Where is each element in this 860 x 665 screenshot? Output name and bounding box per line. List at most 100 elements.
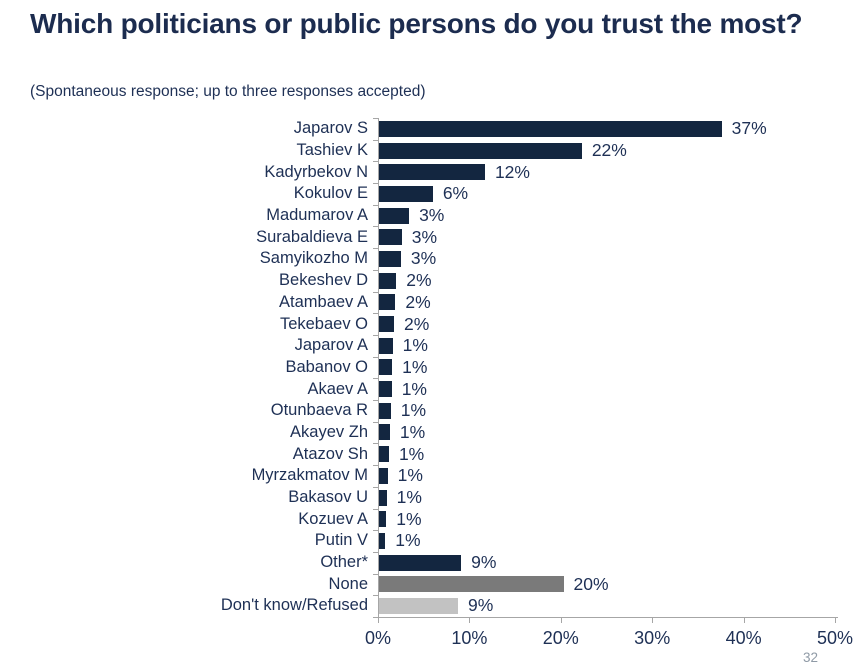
y-axis-tick [373,226,378,228]
page-number: 32 [803,650,819,665]
bar-row: Tekebaev O 2% [0,313,860,335]
bar [378,337,393,354]
bar [378,597,458,614]
value-label: 37% [731,118,767,139]
category-label: Tashiev K [296,141,368,160]
x-axis-label: 0% [364,628,392,648]
chart-rows: Japarov S 37% Tashiev K 22% Kadyrbekov N 12% K… [0,118,860,617]
category-label: Surabaldieva E [256,227,368,246]
bar-row: Babanov O 1% [0,357,860,379]
bar-track: 2% [378,292,860,314]
y-axis-line [378,118,379,617]
bar [378,316,394,333]
category-label: Other* [320,553,368,572]
category-label: Atambaev A [279,292,368,311]
bar [378,294,396,311]
bar-row: None 20% [0,573,860,595]
category-label: Japarov S [293,119,368,138]
bar-track: 1% [378,530,860,552]
x-axis-label: 40% [725,628,762,648]
y-axis-tick [373,551,378,553]
bar [378,185,433,202]
bar-chart: Japarov S 37% Tashiev K 22% Kadyrbekov N 12% K… [0,112,860,665]
x-axis-tick [835,617,836,623]
bar-track: 1% [378,465,860,487]
bar-track: 9% [378,595,860,617]
bar [378,142,582,159]
bar-row: Bakasov U 1% [0,487,860,509]
y-axis-tick [373,465,378,467]
value-label: 6% [442,183,469,204]
y-axis-tick [373,269,378,271]
bar-row: Otunbaeva R 1% [0,400,860,422]
bar-row: Akaev A 1% [0,378,860,400]
y-axis-tick [373,400,378,402]
value-label: 1% [400,400,427,421]
category-label: Babanov O [285,357,368,376]
x-axis-label: 50% [816,628,854,648]
category-label: Madumarov A [266,206,368,225]
y-axis-tick [373,595,378,597]
bar [378,381,392,398]
y-axis-tick [373,139,378,141]
x-axis-label: 10% [451,628,488,648]
x-axis-tick [743,617,745,623]
y-axis-tick [373,617,378,618]
x-axis-label: 20% [542,628,579,648]
bar-row: Kozuev A 1% [0,508,860,530]
value-label: 1% [402,356,428,377]
category-label: Otunbaeva R [270,401,368,420]
bar [378,554,462,571]
bar [378,467,388,484]
y-axis-tick [373,421,378,423]
category-label: None [328,574,368,593]
x-axis-line [378,617,838,618]
value-label: 1% [396,508,422,529]
bar-track: 3% [378,205,860,227]
value-label: 9% [471,552,497,573]
y-axis-tick [373,204,378,206]
bar [378,424,390,441]
bar-row: Tashiev K 22% [0,140,860,162]
value-label: 3% [411,226,438,247]
y-axis-tick [373,486,378,488]
bar-track: 1% [378,400,860,422]
y-axis-tick [373,443,378,445]
y-axis-tick [373,161,378,163]
value-label: 1% [399,421,426,442]
bar-track: 3% [378,226,860,248]
bar-track: 9% [378,552,860,574]
category-label: Japarov A [294,336,368,355]
category-label: Putin V [314,531,368,550]
value-label: 2% [406,270,432,291]
category-label: Bekeshev D [279,271,368,290]
bar [378,532,386,549]
bar-row: Putin V 1% [0,530,860,552]
category-label: Akayev Zh [290,422,368,441]
x-axis-tick [469,617,471,623]
value-label: 1% [402,335,428,356]
bar-row: Samyikozho M 3% [0,248,860,270]
bar [378,164,485,181]
bar-track: 2% [378,270,860,292]
x-axis-tick [378,617,379,623]
bar-row: Kokulov E 6% [0,183,860,205]
value-label: 22% [591,140,627,161]
bar-row: Japarov S 37% [0,118,860,140]
value-label: 3% [419,205,445,226]
bar-track: 1% [378,487,860,509]
category-label: Samyikozho M [259,249,368,268]
bar-track: 1% [378,378,860,400]
category-label: Myrzakmatov M [251,466,368,485]
category-label: Kozuev A [298,509,368,528]
bar-track: 2% [378,313,860,335]
bar-track: 1% [378,443,860,465]
value-label: 20% [573,573,609,594]
category-label: Akaev A [307,379,368,398]
bar-track: 20% [378,573,860,595]
y-axis-tick [373,356,378,358]
bar-track: 22% [378,140,860,162]
bar [378,359,393,376]
bar-track: 1% [378,508,860,530]
